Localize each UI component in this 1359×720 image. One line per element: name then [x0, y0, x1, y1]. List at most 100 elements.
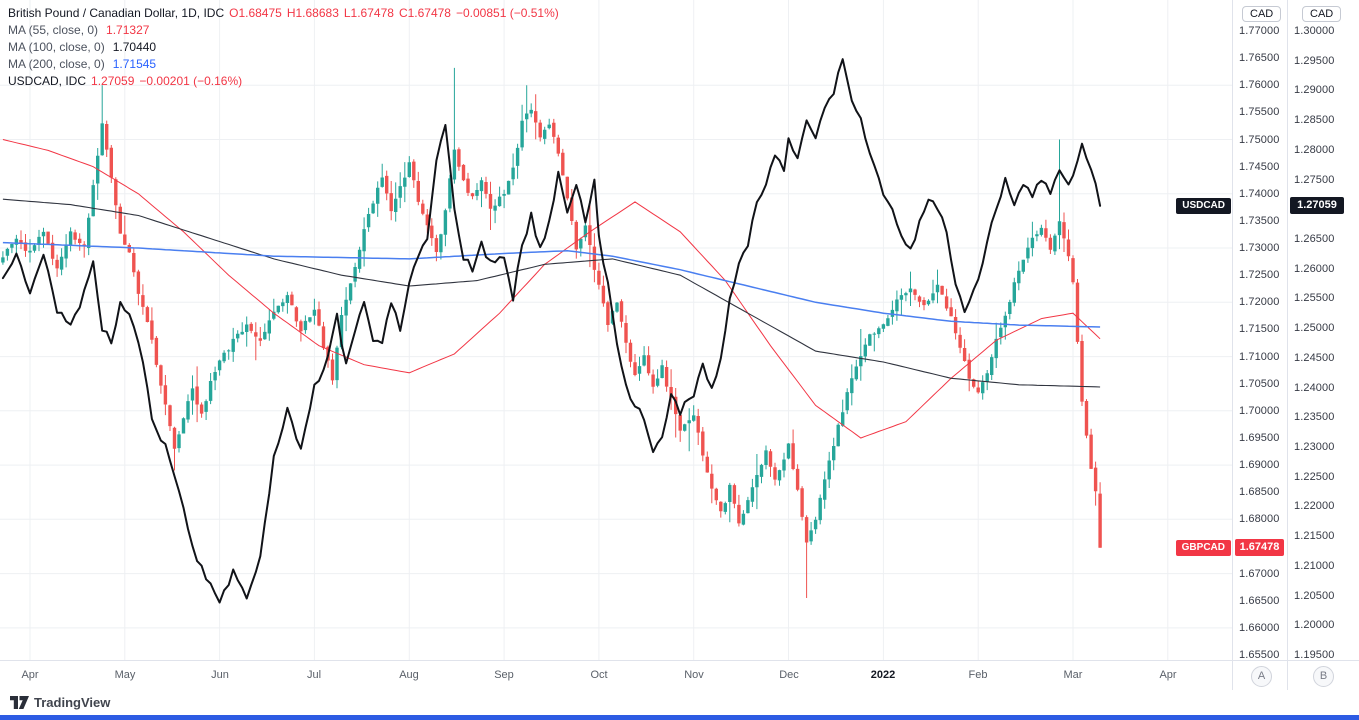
price-tick-label: 1.68500	[1239, 486, 1280, 498]
overlay-token: 1.27059	[91, 74, 135, 88]
gbpcad-unit-button[interactable]: CAD	[1242, 6, 1282, 22]
time-tick-label: Aug	[399, 669, 419, 681]
ma-legend-row[interactable]: MA (200, close, 0) 1.71545	[8, 56, 559, 72]
usdcad-price-axis[interactable]: CAD 1.30000 1.29500 1.29000 1.28500 1.28000 1…	[1288, 0, 1359, 661]
price-chart-canvas[interactable]	[0, 0, 1232, 660]
ma-value: 1.70440	[112, 40, 157, 54]
price-tick-label: 1.69000	[1239, 459, 1280, 471]
gbpcad-series-tag: GBPCAD	[1175, 540, 1231, 556]
adjust-scale-a-button[interactable]: A	[1251, 666, 1272, 687]
axis-divider	[1287, 0, 1288, 690]
price-tick-label: 1.28000	[1294, 144, 1335, 156]
time-tick-label: Nov	[684, 669, 704, 681]
ohlc-token: O1.68475	[229, 6, 282, 20]
overlay-symbol-title[interactable]: USDCAD, IDC	[8, 74, 87, 88]
price-tick-label: 1.29000	[1294, 84, 1335, 96]
bottom-accent-bar	[0, 715, 1359, 720]
ohlc-token: H1.68683	[286, 6, 339, 20]
price-tick-label: 1.28500	[1294, 114, 1335, 126]
price-tick-label: 1.67000	[1239, 568, 1280, 580]
price-tick-label: 1.26000	[1294, 263, 1335, 275]
price-tick-label: 1.72000	[1239, 296, 1280, 308]
time-tick-label: Jul	[306, 669, 322, 681]
price-tick-label: 1.71500	[1239, 323, 1280, 335]
price-tick-label: 1.70000	[1239, 405, 1280, 417]
symbol-legend-row: British Pound / Canadian Dollar, 1D, IDC…	[8, 5, 559, 21]
time-tick-label: Apr	[21, 669, 39, 681]
ma-legend-rows: MA (55, close, 0) 1.71327 MA (100, close, …	[8, 22, 559, 72]
time-axis[interactable]: Apr May Jun Jul Aug Sep Oct Nov Dec 2022 Feb Mar Apr	[0, 660, 1359, 691]
price-tick-label: 1.65500	[1239, 649, 1280, 661]
price-tick-label: 1.21500	[1294, 530, 1335, 542]
price-tick-label: 1.24000	[1294, 382, 1335, 394]
adjust-scale-b-button[interactable]: B	[1313, 666, 1334, 687]
price-tick-label: 1.75000	[1239, 134, 1280, 146]
price-tick-label: 1.25500	[1294, 292, 1335, 304]
axis-divider	[1232, 0, 1233, 690]
price-tick-label: 1.70500	[1239, 378, 1280, 390]
price-tick-label: 1.73500	[1239, 215, 1280, 227]
price-tick-label: 1.20000	[1294, 619, 1335, 631]
ma-legend-row[interactable]: MA (100, close, 0) 1.70440	[8, 39, 559, 55]
price-tick-label: 1.22500	[1294, 471, 1335, 483]
price-tick-label: 1.26500	[1294, 233, 1335, 245]
price-tick-label: 1.20500	[1294, 590, 1335, 602]
usdcad-unit-button[interactable]: CAD	[1302, 6, 1342, 22]
price-tick-label: 1.75500	[1239, 106, 1280, 118]
gbpcad-last-price-badge: 1.67478	[1235, 539, 1284, 556]
ma-label: MA (100, close, 0)	[8, 40, 105, 54]
footer: TradingView	[10, 695, 110, 710]
price-tick-label: 1.21000	[1294, 560, 1335, 572]
price-tick-label: 1.69500	[1239, 432, 1280, 444]
price-tick-label: 1.30000	[1294, 25, 1335, 37]
price-tick-label: 1.68000	[1239, 513, 1280, 525]
overlay-token: −0.00201 (−0.16%)	[139, 74, 243, 88]
price-tick-label: 1.23000	[1294, 441, 1335, 453]
price-tick-label: 1.19500	[1294, 649, 1335, 661]
price-tick-label: 1.24500	[1294, 352, 1335, 364]
overlay-values: 1.27059 −0.00201 (−0.16%)	[86, 74, 242, 88]
price-tick-label: 1.77000	[1239, 25, 1280, 37]
price-tick-label: 1.22000	[1294, 500, 1335, 512]
ma-value: 1.71545	[112, 57, 157, 71]
time-tick-label: Sep	[494, 669, 514, 681]
ma-label: MA (55, close, 0)	[8, 23, 99, 37]
ohlc-token: L1.67478	[343, 6, 394, 20]
time-tick-label: Feb	[968, 669, 988, 681]
ma-legend-row[interactable]: MA (55, close, 0) 1.71327	[8, 22, 559, 38]
overlay-legend-row: USDCAD, IDC 1.27059 −0.00201 (−0.16%)	[8, 73, 559, 89]
ohlc-token: −0.00851 (−0.51%)	[455, 6, 559, 20]
ohlc-token: C1.67478	[398, 6, 451, 20]
ma-value: 1.71327	[106, 23, 150, 37]
gbpcad-price-axis[interactable]: CAD 1.77000 1.76500 1.76000 1.75500 1.75000 1…	[1233, 0, 1287, 661]
time-tick-label: Oct	[590, 669, 608, 681]
price-tick-label: 1.74000	[1239, 188, 1280, 200]
time-tick-label: May	[114, 669, 136, 681]
price-tick-label: 1.76500	[1239, 52, 1280, 64]
ma-label: MA (200, close, 0)	[8, 57, 105, 71]
price-tick-label: 1.29500	[1294, 55, 1335, 67]
price-tick-label: 1.25000	[1294, 322, 1335, 334]
time-tick-label: Dec	[779, 669, 799, 681]
price-tick-label: 1.73000	[1239, 242, 1280, 254]
price-tick-label: 1.23500	[1294, 411, 1335, 423]
chart-legend: British Pound / Canadian Dollar, 1D, IDC…	[8, 5, 559, 90]
price-tick-label: 1.66000	[1239, 622, 1280, 634]
ohlc-values: O1.68475 H1.68683 L1.67478 C1.67478 −0.00851…	[224, 6, 559, 20]
time-tick-label: 2022	[870, 669, 896, 681]
time-tick-label: Apr	[1159, 669, 1177, 681]
price-tick-label: 1.74500	[1239, 161, 1280, 173]
price-tick-label: 1.27500	[1294, 174, 1335, 186]
usdcad-last-price-badge: 1.27059	[1290, 197, 1344, 214]
price-tick-label: 1.71000	[1239, 351, 1280, 363]
time-tick-label: Jun	[211, 669, 229, 681]
price-tick-label: 1.76000	[1239, 79, 1280, 91]
price-tick-label: 1.66500	[1239, 595, 1280, 607]
symbol-title[interactable]: British Pound / Canadian Dollar, 1D, IDC	[8, 6, 225, 20]
usdcad-series-tag: USDCAD	[1176, 198, 1231, 214]
time-tick-label: Mar	[1063, 669, 1083, 681]
tradingview-logo-icon	[10, 696, 29, 709]
price-tick-label: 1.72500	[1239, 269, 1280, 281]
tradingview-brand-text[interactable]: TradingView	[34, 695, 111, 710]
